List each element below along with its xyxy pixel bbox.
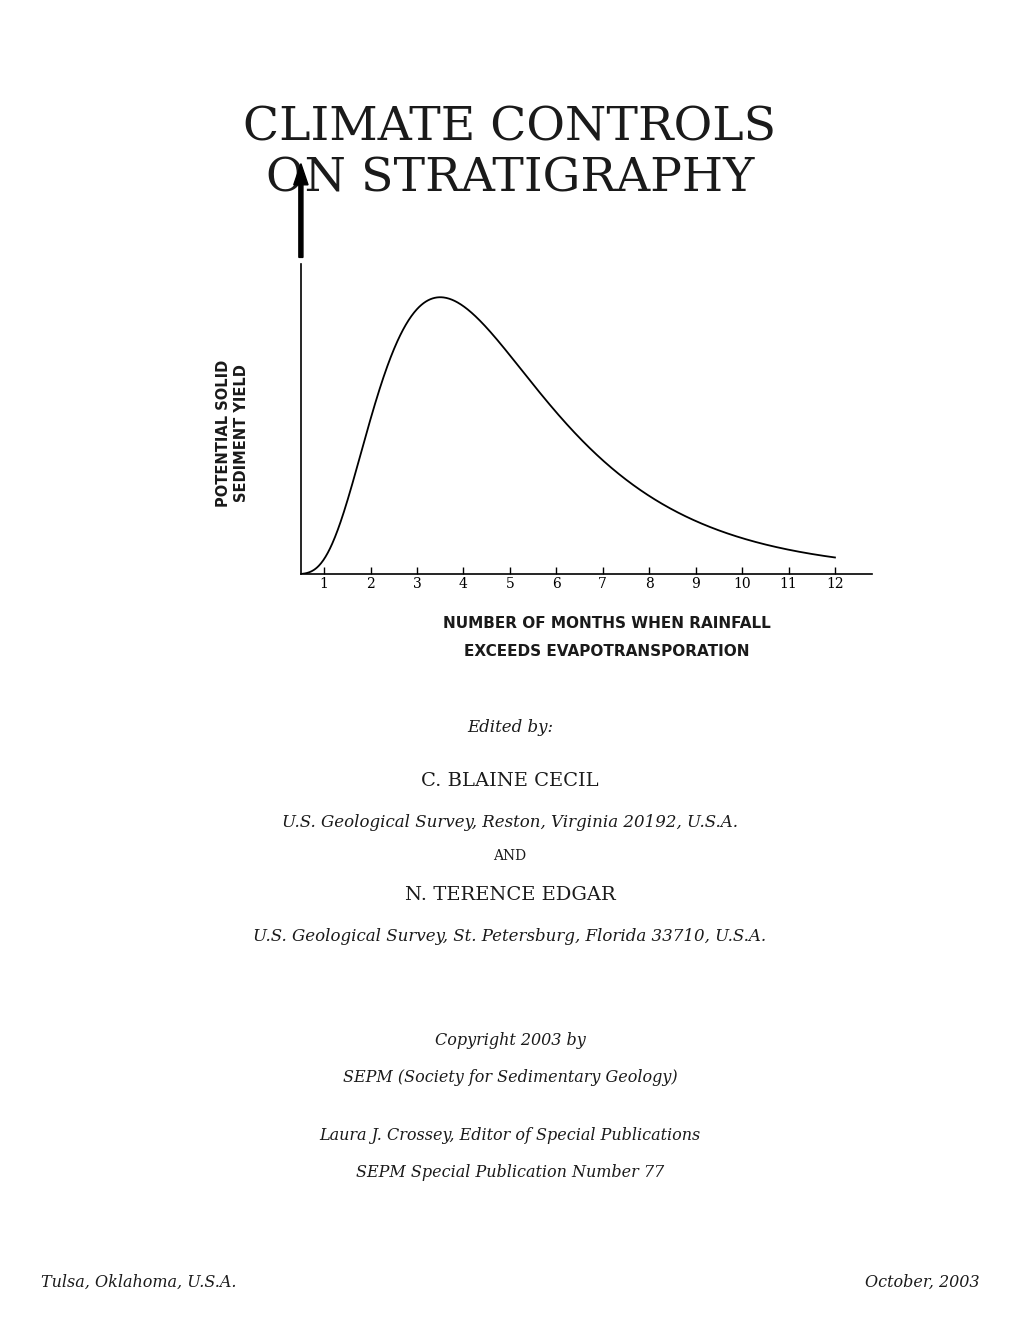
Text: October, 2003: October, 2003 xyxy=(864,1274,978,1291)
Text: U.S. Geological Survey, St. Petersburg, Florida 33710, U.S.A.: U.S. Geological Survey, St. Petersburg, … xyxy=(253,928,766,945)
Text: CLIMATE CONTROLS: CLIMATE CONTROLS xyxy=(244,106,775,150)
Text: Copyright 2003 by: Copyright 2003 by xyxy=(434,1032,585,1049)
Text: U.S. Geological Survey, Reston, Virginia 20192, U.S.A.: U.S. Geological Survey, Reston, Virginia… xyxy=(281,814,738,832)
Text: Tulsa, Oklahoma, U.S.A.: Tulsa, Oklahoma, U.S.A. xyxy=(41,1274,236,1291)
Text: SEPM Special Publication Number 77: SEPM Special Publication Number 77 xyxy=(356,1164,663,1181)
Text: N. TERENCE EDGAR: N. TERENCE EDGAR xyxy=(405,886,614,904)
Text: Edited by:: Edited by: xyxy=(467,719,552,737)
Text: AND: AND xyxy=(493,849,526,863)
Text: POTENTIAL SOLID
SEDIMENT YIELD: POTENTIAL SOLID SEDIMENT YIELD xyxy=(216,359,249,507)
Text: NUMBER OF MONTHS WHEN RAINFALL: NUMBER OF MONTHS WHEN RAINFALL xyxy=(442,616,770,631)
Text: SEPM (Society for Sedimentary Geology): SEPM (Society for Sedimentary Geology) xyxy=(342,1069,677,1086)
Text: Laura J. Crossey, Editor of Special Publications: Laura J. Crossey, Editor of Special Publ… xyxy=(319,1127,700,1144)
Text: EXCEEDS EVAPOTRANSPORATION: EXCEEDS EVAPOTRANSPORATION xyxy=(464,644,749,659)
Text: ON STRATIGRAPHY: ON STRATIGRAPHY xyxy=(266,156,753,201)
Text: C. BLAINE CECIL: C. BLAINE CECIL xyxy=(421,772,598,791)
